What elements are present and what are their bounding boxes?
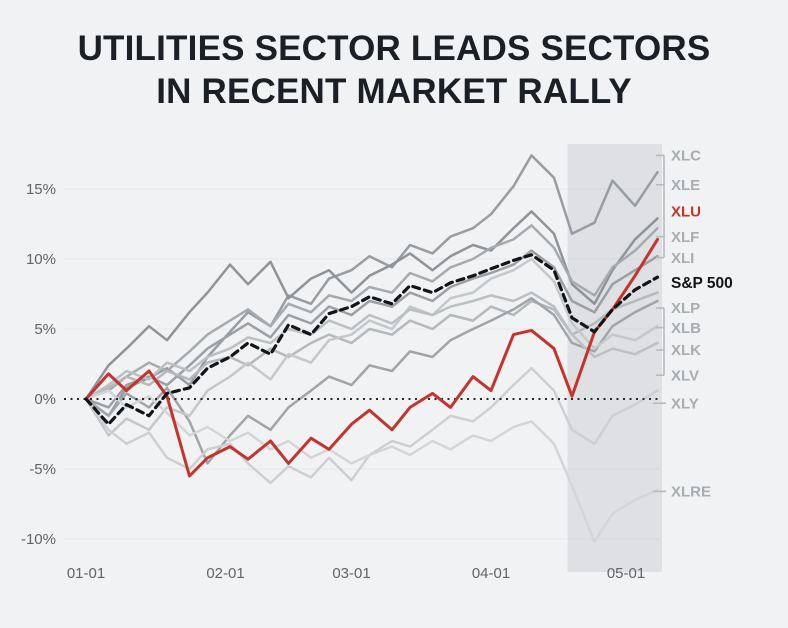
series-label-xlc: XLC	[671, 148, 701, 165]
series-label-xle: XLE	[671, 177, 700, 194]
series-line-xlv	[84, 291, 659, 401]
series-label-xlk: XLK	[671, 342, 701, 359]
x-axis-tick-label-04-01: 04-01	[472, 565, 510, 582]
series-label-xlv: XLV	[671, 367, 699, 384]
title-line-2: IN RECENT MARKET RALLY	[156, 71, 632, 111]
series-label-xlp: XLP	[671, 300, 700, 317]
series-line-xlb	[84, 296, 659, 465]
y-axis-tick-label-0%: 0%	[34, 391, 56, 408]
highlight-region	[567, 144, 662, 572]
series-label-xly: XLY	[671, 395, 699, 412]
y-axis-tick-label--5%: -5%	[29, 461, 56, 478]
series-line-xlu	[84, 237, 659, 478]
series-label-xlu: XLU	[671, 204, 701, 221]
title-line-1: UTILITIES SECTOR LEADS SECTORS	[77, 29, 711, 68]
series-line-xlre	[84, 389, 659, 544]
x-axis-tick-label-01-01: 01-01	[67, 565, 105, 582]
x-axis-tick-label-02-01: 02-01	[206, 565, 244, 582]
series-label-s-p-500: S&P 500	[671, 275, 733, 292]
series-line-xlf	[84, 224, 659, 401]
series-line-xli	[84, 249, 659, 409]
series-label-xli: XLI	[671, 250, 694, 267]
y-axis-tick-label-5%: 5%	[34, 321, 56, 338]
sector-performance-line-chart: 15% 10% 5% 0% -5% -10% 01-01 02-01 03-01 04-01 05-…	[21, 144, 733, 582]
series-line-xlk	[84, 257, 659, 437]
series-line-xlc	[84, 154, 659, 418]
x-axis-tick-label-05-01: 05-01	[607, 565, 645, 582]
y-axis-tick-label-10%: 10%	[26, 251, 56, 268]
series-label-xlre: XLRE	[671, 484, 711, 501]
series-line-xle	[84, 210, 659, 401]
y-axis-tick-label-15%: 15%	[26, 181, 56, 198]
x-axis-tick-label-03-01: 03-01	[332, 565, 370, 582]
y-axis-tick-label--10%: -10%	[21, 531, 56, 548]
series-label-xlb: XLB	[671, 320, 701, 337]
series-line-s-p-500	[84, 253, 660, 426]
page-title: UTILITIES SECTOR LEADS SECTORS IN RECENT…	[0, 0, 788, 113]
series-label-xlf: XLF	[671, 229, 699, 246]
